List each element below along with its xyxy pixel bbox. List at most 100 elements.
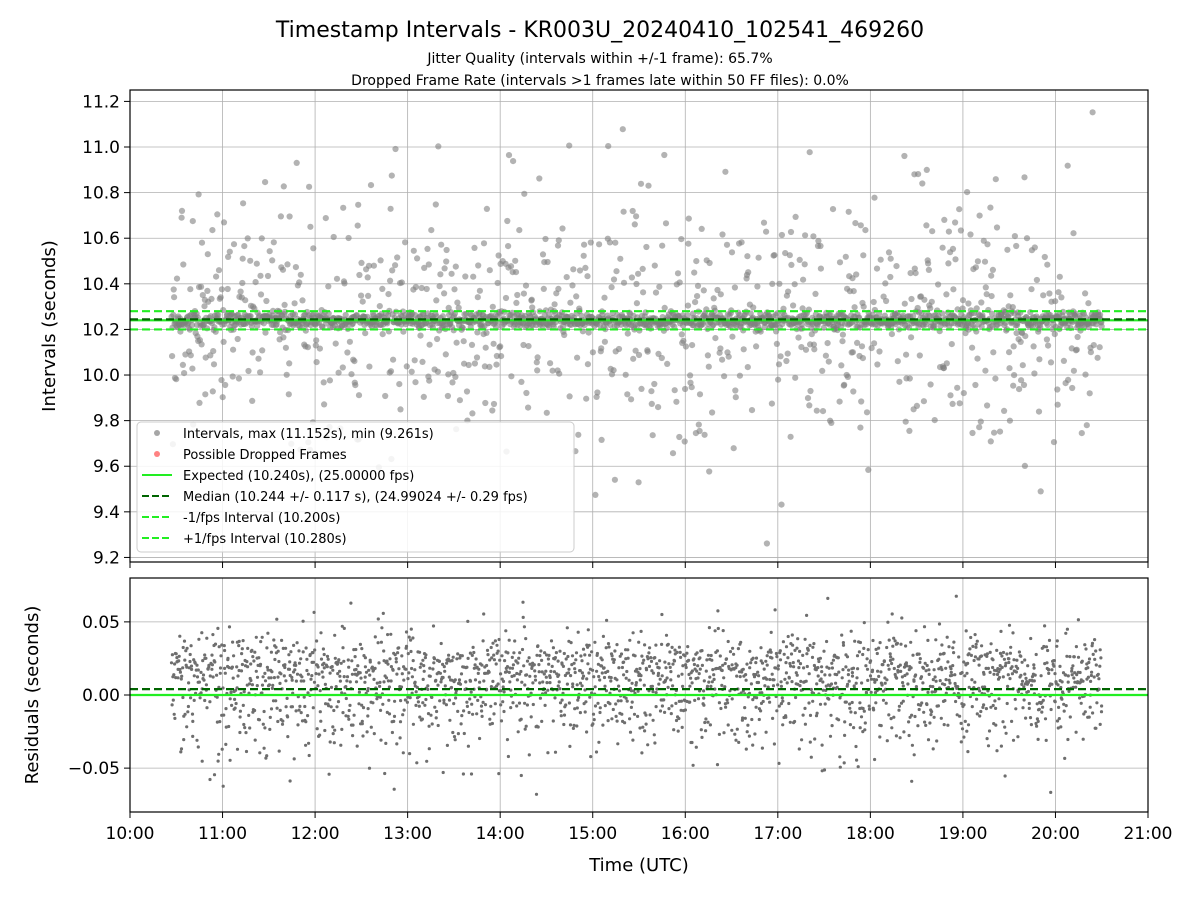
residual-point bbox=[227, 625, 232, 629]
residual-point bbox=[546, 657, 551, 661]
residual-point bbox=[501, 685, 505, 689]
residual-point bbox=[434, 678, 438, 683]
residual-point bbox=[177, 659, 181, 663]
residual-point bbox=[953, 673, 957, 677]
residual-point bbox=[420, 717, 424, 721]
residual-point bbox=[974, 642, 978, 646]
residual-point bbox=[1057, 717, 1061, 721]
residual-point bbox=[575, 724, 579, 728]
residual-point bbox=[543, 703, 547, 708]
residual-point bbox=[1026, 664, 1030, 668]
residual-point bbox=[822, 768, 827, 772]
residual-point bbox=[232, 654, 236, 658]
residual-point bbox=[305, 668, 309, 673]
interval-point bbox=[704, 352, 712, 359]
interval-point bbox=[712, 335, 719, 342]
interval-point bbox=[800, 276, 807, 283]
x-tick-label: 20:00 bbox=[1031, 824, 1080, 844]
interval-point bbox=[965, 326, 972, 333]
residual-point bbox=[173, 716, 177, 721]
interval-point bbox=[247, 313, 254, 320]
residual-point bbox=[766, 650, 771, 654]
residual-point bbox=[282, 674, 286, 678]
interval-point bbox=[462, 273, 469, 280]
residual-point bbox=[638, 678, 642, 682]
residual-point bbox=[360, 719, 364, 723]
residual-point bbox=[1094, 663, 1098, 667]
residual-point bbox=[407, 635, 411, 639]
residual-point bbox=[890, 726, 894, 730]
residual-point bbox=[500, 654, 504, 658]
residual-point bbox=[223, 671, 227, 675]
residual-point bbox=[287, 653, 291, 657]
residual-point bbox=[234, 688, 238, 692]
residual-point bbox=[648, 646, 652, 650]
residual-point bbox=[587, 643, 591, 647]
residual-point bbox=[790, 680, 794, 684]
residual-point bbox=[253, 650, 257, 654]
residual-point bbox=[389, 632, 393, 636]
residual-point bbox=[715, 763, 720, 767]
residual-point bbox=[984, 666, 988, 671]
interval-point bbox=[356, 271, 363, 279]
residual-point bbox=[221, 784, 225, 788]
interval-point bbox=[490, 340, 497, 347]
intervals-y-tick-label: 11.0 bbox=[82, 138, 120, 158]
residual-point bbox=[406, 677, 410, 681]
residual-point bbox=[373, 635, 377, 639]
x-tick-label: 14:00 bbox=[476, 824, 525, 844]
interval-point bbox=[410, 247, 417, 254]
residual-point bbox=[255, 684, 259, 688]
residual-point bbox=[978, 714, 982, 718]
residual-point bbox=[859, 715, 864, 719]
interval-point bbox=[624, 391, 631, 398]
interval-point bbox=[1065, 376, 1072, 383]
interval-point bbox=[598, 345, 605, 352]
residual-point bbox=[584, 700, 588, 704]
residual-point bbox=[238, 709, 242, 713]
interval-point bbox=[1055, 289, 1062, 296]
interval-point bbox=[244, 235, 251, 242]
residual-point bbox=[1065, 654, 1069, 658]
residual-point bbox=[923, 661, 927, 665]
residual-point bbox=[405, 700, 409, 704]
residual-point bbox=[1059, 725, 1063, 729]
residual-point bbox=[590, 691, 594, 695]
residual-point bbox=[972, 658, 976, 663]
residual-point bbox=[568, 723, 573, 727]
residual-point bbox=[511, 701, 515, 705]
interval-point bbox=[587, 239, 594, 246]
interval-point bbox=[1044, 321, 1051, 329]
residual-point bbox=[179, 747, 184, 751]
residual-point bbox=[744, 673, 748, 677]
residual-point bbox=[910, 779, 914, 783]
interval-point bbox=[584, 273, 591, 280]
residuals-y-ticks: −0.050.000.05 bbox=[68, 613, 130, 779]
residual-point bbox=[754, 673, 758, 677]
residual-point bbox=[664, 666, 668, 670]
residual-point bbox=[183, 712, 187, 716]
interval-point bbox=[1090, 342, 1097, 349]
residual-point bbox=[783, 677, 787, 681]
residual-point bbox=[707, 680, 711, 684]
legend-label-plus-1-fps: +1/fps Interval (10.280s) bbox=[183, 532, 347, 547]
residual-point bbox=[1093, 638, 1097, 642]
residual-point bbox=[893, 672, 897, 677]
interval-point bbox=[442, 351, 449, 358]
interval-point bbox=[198, 239, 206, 246]
residual-point bbox=[781, 640, 786, 644]
residual-point bbox=[788, 661, 792, 666]
residual-point bbox=[548, 681, 552, 685]
residual-point bbox=[306, 672, 310, 676]
interval-point bbox=[945, 228, 953, 235]
residual-point bbox=[816, 674, 820, 678]
residual-point bbox=[674, 701, 678, 706]
interval-point bbox=[412, 283, 419, 291]
residual-point bbox=[970, 705, 974, 709]
residual-point bbox=[986, 744, 991, 748]
interval-point bbox=[1033, 276, 1040, 284]
interval-point bbox=[443, 246, 450, 254]
residual-point bbox=[460, 714, 464, 718]
residual-point bbox=[349, 601, 353, 605]
residual-point bbox=[458, 682, 463, 686]
